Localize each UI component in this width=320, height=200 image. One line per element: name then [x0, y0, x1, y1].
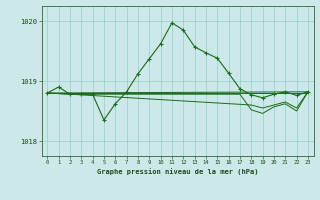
X-axis label: Graphe pression niveau de la mer (hPa): Graphe pression niveau de la mer (hPa)	[97, 168, 258, 175]
